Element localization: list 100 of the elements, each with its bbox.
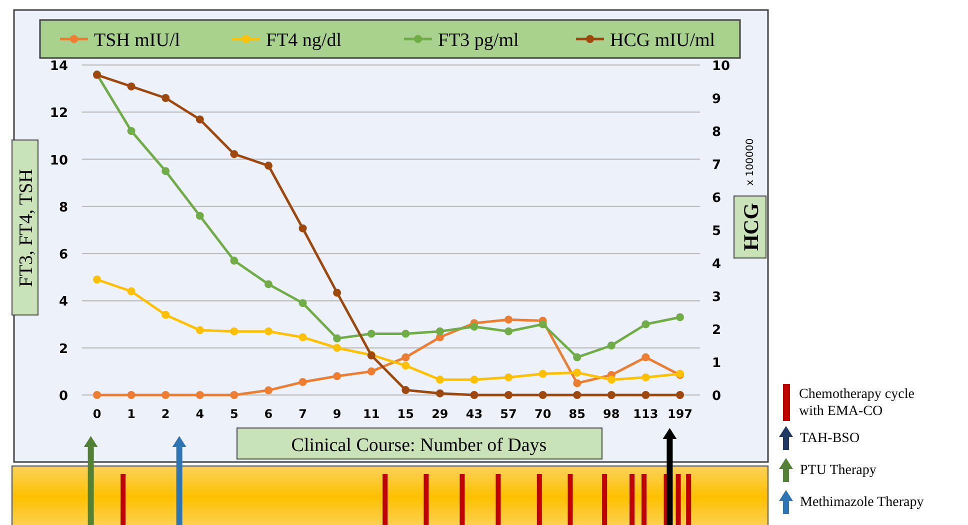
- y-tick-label: 10: [50, 153, 68, 168]
- point: [264, 162, 272, 170]
- point: [333, 288, 342, 297]
- point: [93, 276, 101, 284]
- x-axis-title: Clinical Course: Number of Days: [291, 435, 547, 456]
- y-tick-label: 0: [58, 389, 68, 404]
- point: [367, 330, 376, 338]
- point: [230, 327, 238, 336]
- point: [333, 344, 342, 352]
- point: [436, 376, 444, 384]
- y2-tick-label: 9: [712, 92, 722, 107]
- point: [162, 310, 170, 319]
- legend-label: FT4 ng/dl: [266, 30, 342, 51]
- point: [607, 391, 616, 399]
- x-tick-label: 1: [127, 407, 136, 421]
- legend-label: FT3 pg/ml: [438, 30, 519, 51]
- y2-tick-label: 3: [712, 290, 722, 305]
- x-tick-label: 6: [264, 407, 273, 421]
- point: [470, 391, 478, 399]
- y-tick-label: 2: [58, 342, 68, 357]
- point: [573, 353, 582, 362]
- point: [264, 386, 272, 394]
- point: [162, 391, 170, 399]
- point: [230, 150, 238, 158]
- y-tick-label: 6: [58, 248, 68, 263]
- y2-tick-label: 0: [712, 389, 722, 404]
- y-axis-title: FT3, FT4, TSH: [16, 168, 37, 287]
- y2-tick-label: 6: [712, 191, 722, 206]
- x-tick-label: 57: [500, 407, 517, 421]
- point: [573, 379, 582, 388]
- point: [264, 327, 272, 336]
- point: [470, 322, 478, 331]
- point: [642, 353, 650, 362]
- point: [470, 376, 478, 384]
- point: [298, 378, 307, 386]
- x-tick-label: 43: [466, 407, 483, 421]
- y2-tick-label: 5: [712, 224, 722, 239]
- y2-tick-label: 2: [712, 323, 722, 338]
- point: [298, 299, 307, 308]
- x-tick-label: 11: [363, 407, 380, 421]
- point: [504, 316, 513, 324]
- x-tick-label: 2: [161, 407, 170, 421]
- text: TAH-BSO: [800, 431, 860, 446]
- text: Chemotherapy cycle with EMA-CO: [799, 387, 914, 419]
- x-tick-label: 9: [332, 407, 342, 421]
- point: [504, 391, 513, 399]
- y-tick-label: 12: [50, 106, 68, 122]
- point: [230, 256, 238, 265]
- x-tick-label: 85: [568, 407, 586, 421]
- x-tick-label: 197: [667, 407, 693, 421]
- point: [538, 391, 547, 399]
- y2-tick-label: 7: [712, 158, 722, 173]
- point: [436, 327, 444, 336]
- point: [538, 320, 547, 328]
- point: [333, 372, 342, 380]
- text: PTU Therapy: [800, 463, 876, 478]
- point: [676, 313, 684, 322]
- point: [196, 391, 204, 399]
- y-tick-label: 4: [58, 294, 68, 310]
- x-tick-label: 15: [397, 407, 414, 421]
- point: [436, 389, 444, 398]
- y2-axis-title: HCG: [739, 203, 763, 251]
- point: [504, 327, 513, 336]
- point: [573, 391, 582, 399]
- x-tick-label: 7: [298, 407, 307, 421]
- point: [538, 370, 547, 378]
- point: [162, 167, 170, 176]
- point: [196, 115, 204, 124]
- x-tick-label: 29: [432, 407, 448, 421]
- point: [402, 386, 410, 394]
- y2-tick-label: 4: [712, 257, 722, 272]
- point: [642, 320, 650, 328]
- y-tick-label: 14: [50, 59, 68, 74]
- point: [367, 367, 376, 376]
- text: Methimazole Therapy: [800, 495, 924, 510]
- point: [196, 326, 204, 334]
- point: [127, 391, 136, 399]
- x-tick-label: 70: [534, 407, 552, 421]
- point: [642, 373, 650, 382]
- y2-tick-label: 1: [712, 356, 722, 371]
- point: [127, 287, 136, 296]
- point: [93, 391, 101, 399]
- x-tick-label: 98: [603, 407, 620, 421]
- point: [402, 353, 410, 362]
- point: [196, 212, 204, 220]
- point: [230, 391, 238, 399]
- x-tick-label: 5: [230, 407, 238, 421]
- y2-tick-label: 10: [712, 59, 730, 74]
- point: [607, 342, 616, 350]
- point: [264, 280, 272, 288]
- point: [127, 127, 136, 135]
- point: [298, 333, 307, 342]
- point: [162, 94, 170, 102]
- point: [333, 334, 342, 342]
- point: [573, 368, 582, 377]
- point: [402, 330, 410, 338]
- x-tick-label: 113: [633, 407, 658, 421]
- y-tick-label: 8: [58, 200, 68, 216]
- point: [676, 391, 684, 399]
- point: [642, 391, 650, 399]
